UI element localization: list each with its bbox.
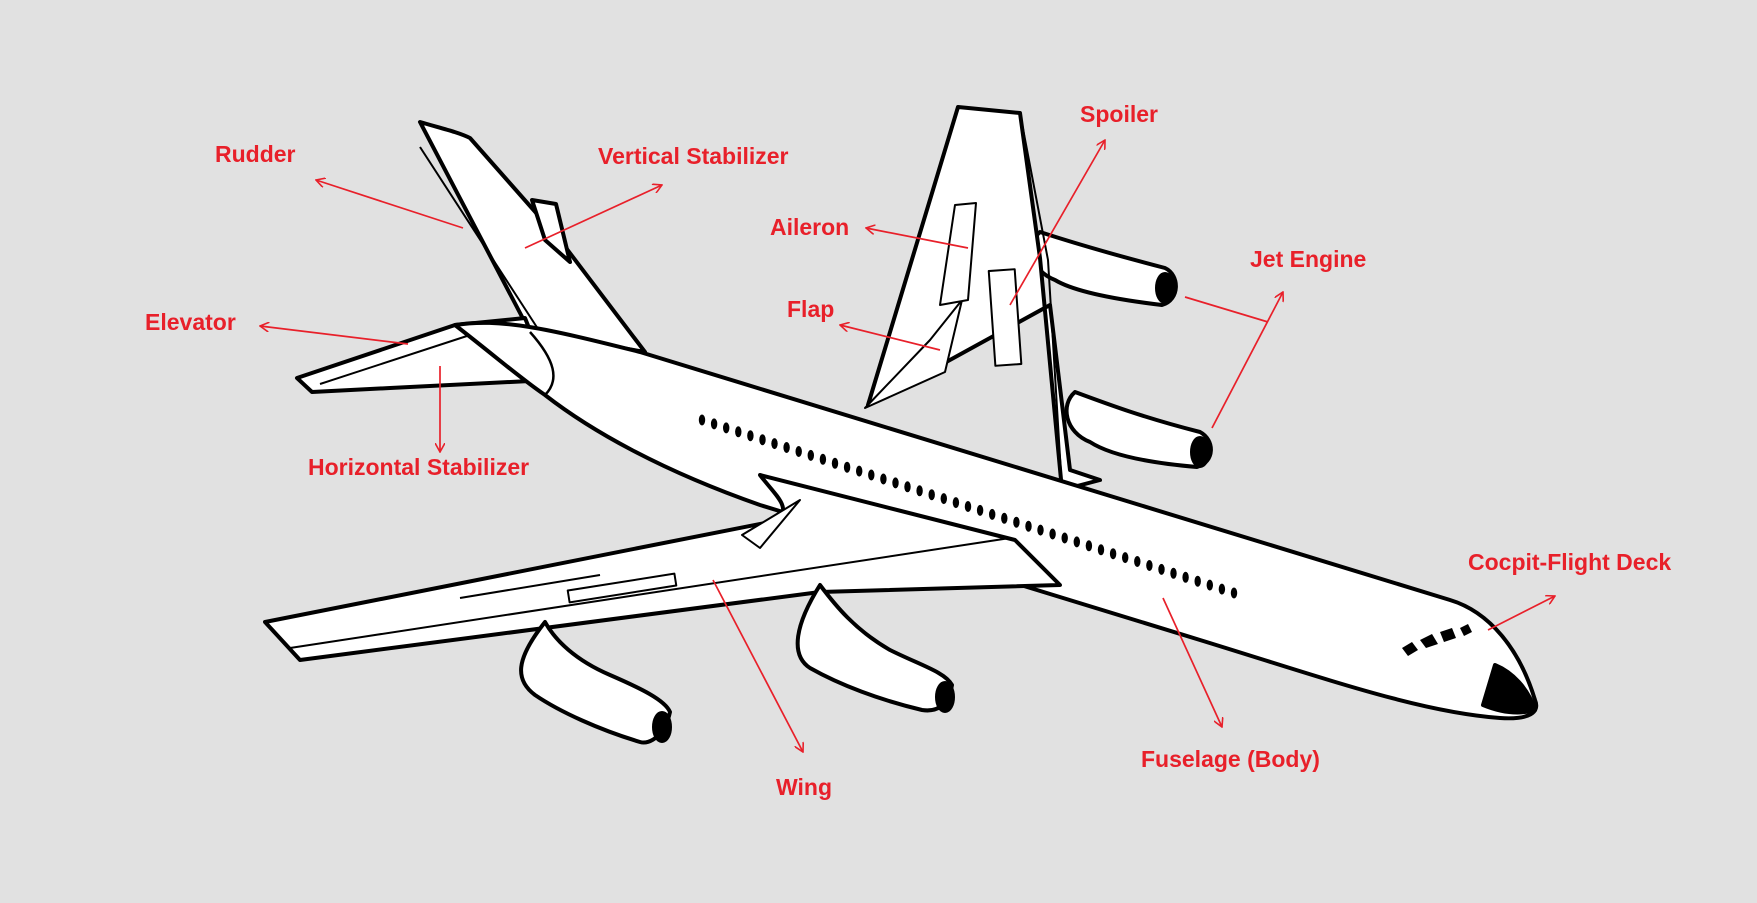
cabin-window: [1122, 552, 1129, 564]
cabin-window: [964, 501, 972, 512]
arrow-flap: [840, 325, 941, 351]
vertical-stabilizer: [418, 120, 647, 354]
cabin-window: [831, 457, 839, 469]
cabin-window: [1085, 540, 1093, 552]
annotation-arrows: [260, 140, 1555, 752]
label-aileron: Aileron: [770, 214, 850, 240]
cabin-window: [1109, 548, 1117, 560]
cabin-window: [1194, 575, 1201, 587]
label-jet-engine: Jet Engine: [1250, 246, 1367, 272]
far-wing-spoiler-panel: [987, 268, 1023, 367]
label-rudder: Rudder: [215, 141, 296, 167]
cabin-window: [1206, 579, 1214, 591]
arrow-elevator: [260, 326, 409, 345]
cabin-window: [1061, 532, 1068, 544]
cabin-window: [1170, 567, 1177, 579]
cabin-window: [819, 453, 827, 465]
cabin-window: [1218, 583, 1226, 595]
cabin-window: [1230, 587, 1238, 599]
cabin-window: [1049, 528, 1056, 540]
cabin-window: [976, 504, 984, 516]
cabin-window: [952, 497, 960, 509]
cabin-window: [892, 477, 899, 489]
cockpit-windows: [1402, 624, 1472, 656]
arrow-aileron: [866, 228, 969, 249]
nose-cone: [1481, 663, 1537, 715]
fuselage: [453, 320, 1539, 721]
arrow-wing: [712, 579, 803, 752]
label-cockpit-flight-deck: Cocpit-Flight Deck: [1468, 549, 1672, 575]
label-spoiler: Spoiler: [1080, 101, 1158, 127]
cabin-window: [868, 469, 875, 481]
arrow-vertical-stabilizer: [524, 185, 662, 249]
cabin-window: [723, 422, 730, 434]
cabin-window: [783, 442, 790, 453]
cabin-window: [1182, 571, 1189, 583]
cabin-window: [1146, 560, 1153, 571]
cabin-window: [904, 481, 911, 493]
cabin-window: [747, 430, 754, 442]
cabin-window: [1037, 524, 1044, 536]
cabin-window: [916, 485, 923, 497]
cabin-window: [940, 493, 947, 505]
arrow-cockpit: [1487, 596, 1555, 631]
cabin-window: [759, 434, 766, 446]
cabin-window: [1158, 563, 1165, 575]
cabin-window: [880, 473, 887, 485]
cabin-window: [1097, 544, 1105, 556]
far-wing-aileron: [939, 202, 977, 306]
cabin-window: [771, 438, 778, 450]
cabin-window: [710, 418, 718, 430]
cabin-window: [735, 426, 742, 438]
cabin-window: [1013, 516, 1020, 528]
cabin-window: [856, 465, 863, 477]
cabin-window: [928, 489, 935, 501]
cabin-window: [843, 461, 851, 473]
cabin-window: [698, 414, 706, 426]
cabin-window: [1001, 512, 1008, 524]
near-engine-left: [519, 620, 672, 745]
arrow-jet-engine-upper: [1184, 296, 1269, 323]
arrow-spoiler: [1009, 140, 1105, 306]
cabin-window: [795, 446, 802, 457]
label-fuselage: Fuselage (Body): [1141, 746, 1320, 772]
arrow-fuselage: [1162, 597, 1222, 727]
label-wing: Wing: [776, 774, 832, 800]
cabin-window: [1134, 556, 1141, 567]
cabin-window: [1073, 536, 1081, 548]
cabin-window: [989, 508, 996, 520]
arrow-jet-engine-lower: [1211, 292, 1283, 429]
near-engine-right: [795, 583, 955, 713]
near-wing: [263, 473, 1062, 662]
label-vertical-stabilizer: Vertical Stabilizer: [598, 143, 789, 169]
cabin-window: [807, 449, 814, 461]
arrow-rudder: [316, 180, 464, 229]
cabin-windows: [698, 414, 1238, 599]
far-engine-upper: [1029, 230, 1178, 307]
cabin-window: [1025, 520, 1032, 532]
near-wing-flap: [741, 499, 801, 549]
label-horizontal-stabilizer: Horizontal Stabilizer: [308, 454, 530, 480]
far-engine-lower: [1064, 390, 1213, 469]
near-wing-spoiler-panel: [566, 572, 678, 604]
label-flap: Flap: [787, 296, 835, 322]
label-elevator: Elevator: [145, 309, 236, 335]
